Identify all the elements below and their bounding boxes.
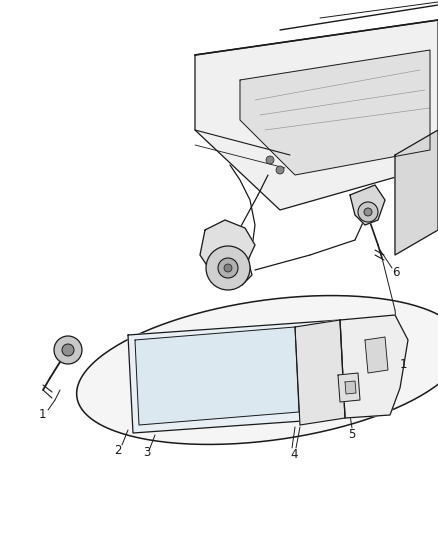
Polygon shape [295, 320, 345, 425]
Circle shape [266, 156, 274, 164]
Circle shape [62, 344, 74, 356]
Circle shape [364, 208, 372, 216]
Polygon shape [345, 381, 356, 394]
Polygon shape [128, 320, 345, 433]
Circle shape [218, 258, 238, 278]
Text: 5: 5 [348, 429, 356, 441]
Circle shape [54, 336, 82, 364]
Text: 2: 2 [114, 443, 122, 456]
Text: 3: 3 [143, 447, 151, 459]
Circle shape [206, 246, 250, 290]
Polygon shape [340, 315, 408, 418]
Text: 1: 1 [38, 408, 46, 422]
Text: 6: 6 [392, 265, 400, 279]
Polygon shape [240, 50, 430, 175]
Text: 1: 1 [399, 359, 407, 372]
Circle shape [276, 166, 284, 174]
Polygon shape [338, 373, 360, 402]
Polygon shape [365, 337, 388, 373]
Polygon shape [135, 327, 299, 425]
Polygon shape [395, 130, 438, 255]
Text: 4: 4 [290, 448, 298, 462]
Polygon shape [350, 185, 385, 225]
Polygon shape [195, 20, 438, 210]
Circle shape [358, 202, 378, 222]
Polygon shape [200, 220, 255, 285]
Polygon shape [77, 296, 438, 445]
Circle shape [224, 264, 232, 272]
